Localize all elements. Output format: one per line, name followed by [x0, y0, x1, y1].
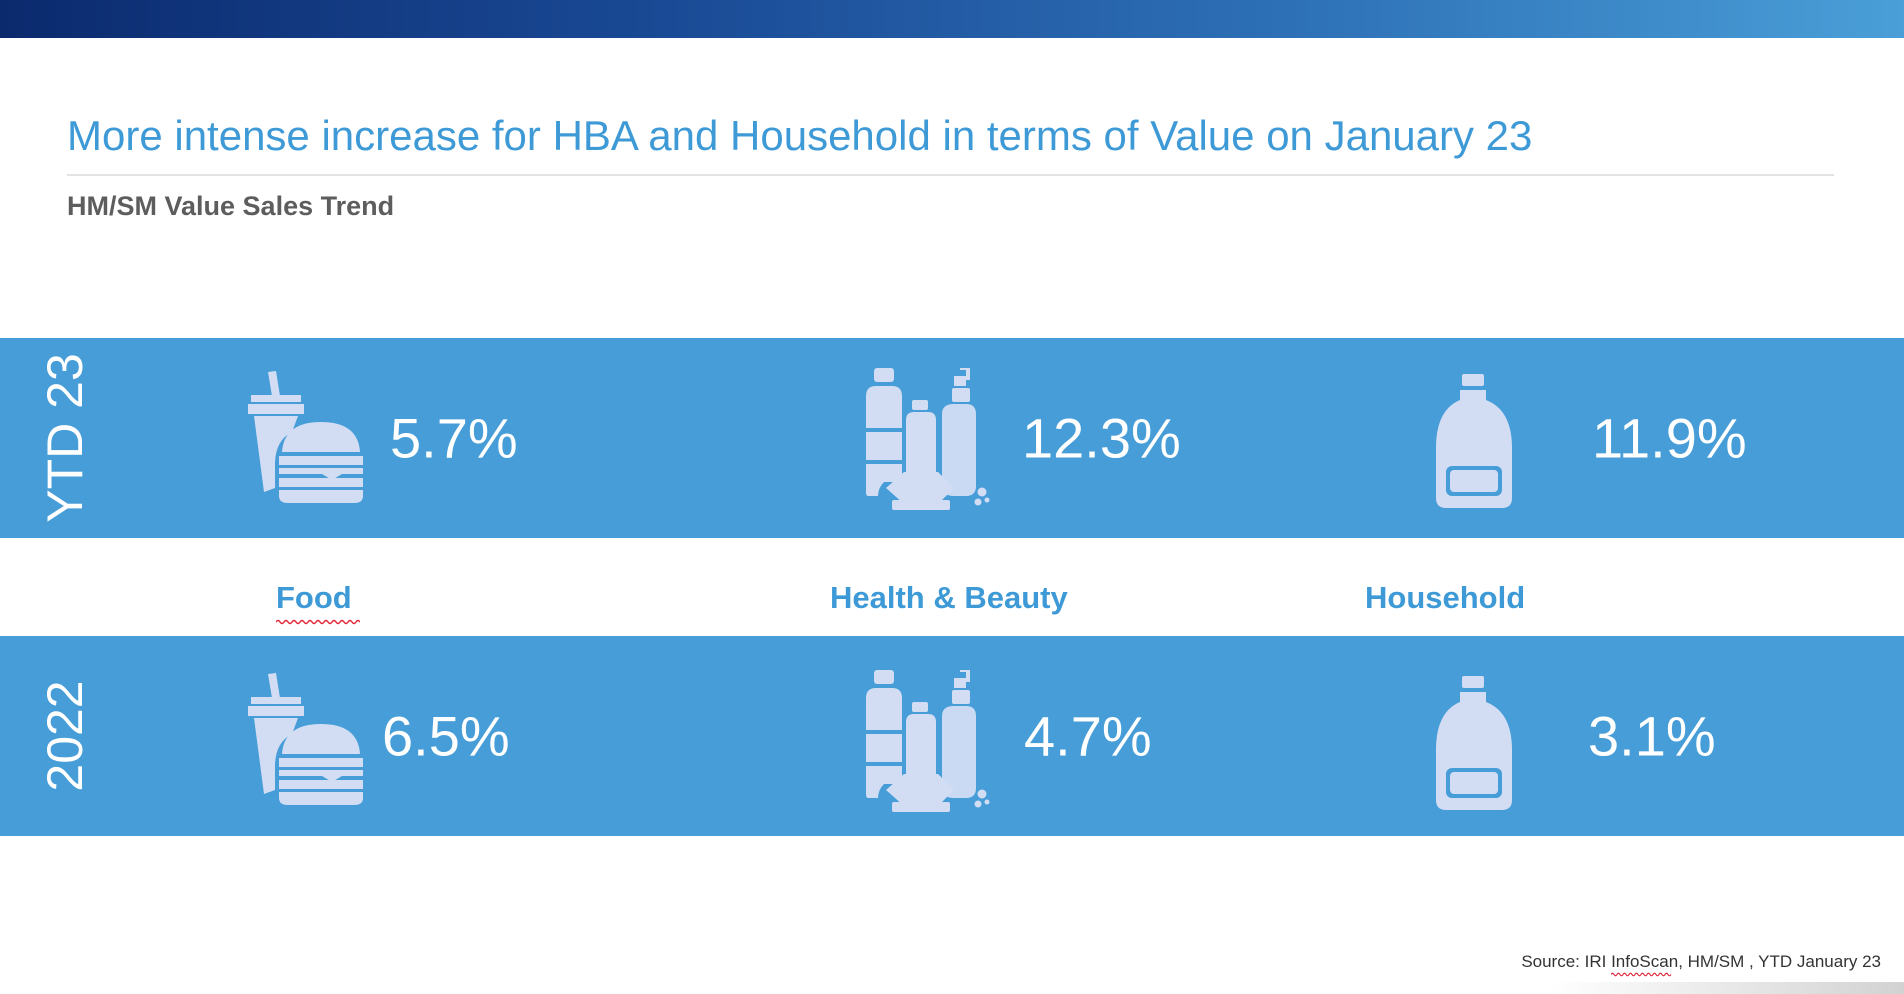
value-health-beauty-ytd-23: 12.3%	[1022, 406, 1181, 470]
detergent-bottle-icon	[1434, 374, 1514, 508]
category-label-health-beauty: Health & Beauty	[830, 580, 1068, 616]
row-label: 2022	[37, 680, 93, 792]
value-health-beauty-2022: 4.7%	[1024, 704, 1152, 768]
fast-food-icon	[248, 672, 364, 806]
source-brand-text: InfoScan	[1611, 952, 1679, 971]
cosmetic-bottles-icon	[862, 368, 992, 512]
value-household-ytd-23: 11.9%	[1592, 406, 1747, 470]
footer-shadow	[1550, 982, 1904, 994]
category-label-text: Household	[1365, 580, 1526, 615]
category-label-text: Health & Beauty	[830, 580, 1068, 615]
source-brand: InfoScan	[1611, 952, 1679, 977]
category-label-household: Household	[1365, 580, 1525, 616]
value-household-2022: 3.1%	[1588, 704, 1716, 768]
header-bar	[0, 0, 1904, 38]
value-food-2022: 6.5%	[382, 704, 510, 768]
title-divider	[67, 174, 1834, 176]
category-label-food: Food	[276, 580, 360, 625]
slide-title: More intense increase for HBA and Househ…	[67, 112, 1533, 159]
source-suffix: , HM/SM , YTD January 23	[1678, 952, 1881, 971]
category-label-text: Food	[276, 580, 352, 615]
detergent-bottle-icon	[1434, 676, 1514, 810]
value-food-ytd-23: 5.7%	[390, 406, 518, 470]
slide-subtitle: HM/SM Value Sales Trend	[67, 191, 395, 221]
spellcheck-underline	[1611, 972, 1672, 977]
band-2022: 2022 6.5%	[0, 636, 1904, 836]
source-prefix: Source: IRI	[1521, 952, 1612, 971]
band-ytd-23: YTD 23 5.7%	[0, 338, 1904, 538]
spellcheck-underline	[276, 619, 360, 625]
row-label: YTD 23	[37, 353, 93, 523]
cosmetic-bottles-icon	[862, 670, 992, 814]
fast-food-icon	[248, 370, 364, 504]
source-note: Source: IRI InfoScan, HM/SM , YTD Januar…	[1521, 952, 1881, 977]
